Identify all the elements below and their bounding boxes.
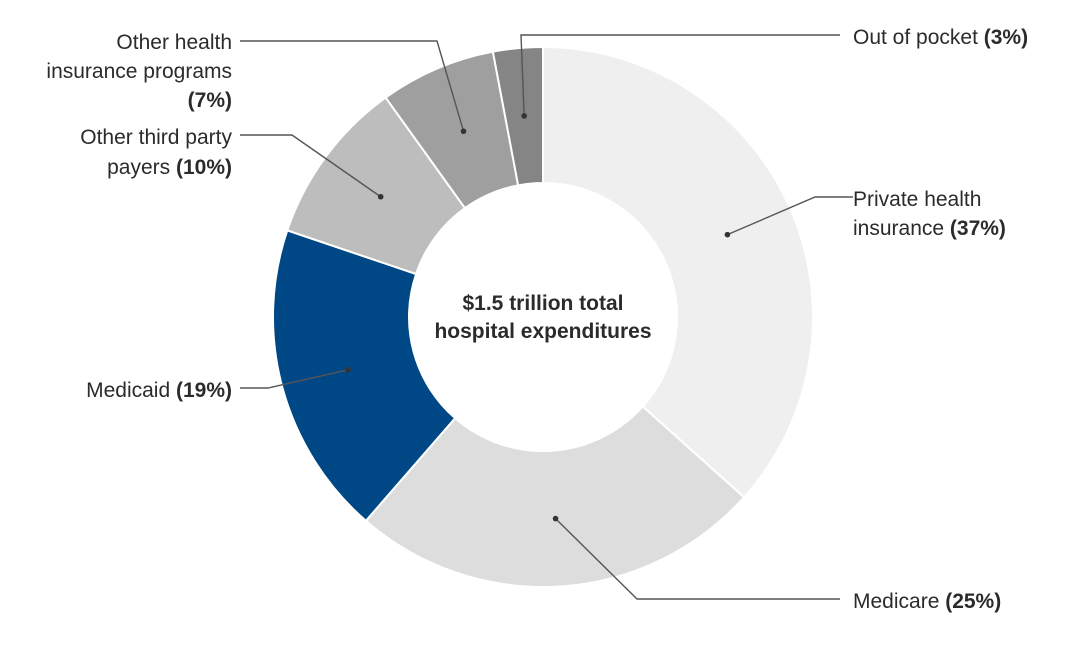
slice-medicare (364, 405, 746, 588)
leader-dot-other-third-party-payers (377, 193, 384, 200)
slice-label-other-health-insurance-programs-line-1: Other health (116, 31, 232, 54)
slice-out-of-pocket (491, 45, 544, 187)
leader-line-private-health-insurance (727, 196, 853, 236)
slice-label-medicaid-line-1: Medicaid (19%) (86, 379, 232, 402)
leader-dot-out-of-pocket (521, 113, 527, 119)
slice-private-health-insurance (542, 45, 814, 499)
slice-label-other-third-party-payers-line-2: payers (10%) (107, 156, 232, 179)
slices-group (272, 45, 814, 588)
slice-label-other-third-party-payers-line-1: Other third party (80, 126, 232, 149)
slice-label-private-health-insurance-line-1: Private health (853, 188, 981, 211)
leader-line-other-health-insurance-programs (240, 40, 465, 132)
slice-label-private-health-insurance-line-2: insurance (37%) (853, 217, 1006, 240)
leader-line-out-of-pocket (520, 34, 840, 116)
slice-percent-other-third-party-payers: (10%) (170, 156, 232, 179)
slice-label-other-health-insurance-programs-line-2: insurance programs (46, 60, 232, 83)
center-label-line-1: $1.5 trillion total (462, 292, 623, 315)
slice-percent-medicare: (25%) (939, 590, 1001, 613)
leader-line-medicare (555, 518, 840, 600)
slice-percent-private-health-insurance: (37%) (944, 217, 1006, 240)
leader-line-medicaid (240, 369, 349, 389)
center-label-line-2: hospital expenditures (434, 320, 651, 343)
leader-lines-group (240, 34, 853, 600)
slice-label-medicare-line-1: Medicare (25%) (853, 590, 1001, 613)
leader-dot-private-health-insurance (724, 231, 731, 238)
leader-dot-medicaid (345, 366, 351, 373)
slice-medicaid (272, 229, 457, 523)
leader-dot-medicare (552, 515, 559, 522)
leader-dot-other-health-insurance-programs (460, 128, 467, 135)
slice-percent-out-of-pocket: (3%) (978, 26, 1028, 49)
slice-labels-group: Private health insurance (37%) Medicare (2… (46, 26, 1028, 613)
slice-percent-medicaid: (19%) (170, 379, 232, 402)
leader-line-other-third-party-payers (240, 134, 382, 198)
slice-percent-other-health-insurance-programs: (7%) (188, 89, 232, 112)
slice-label-out-of-pocket-line-1: Out of pocket (3%) (853, 26, 1028, 49)
